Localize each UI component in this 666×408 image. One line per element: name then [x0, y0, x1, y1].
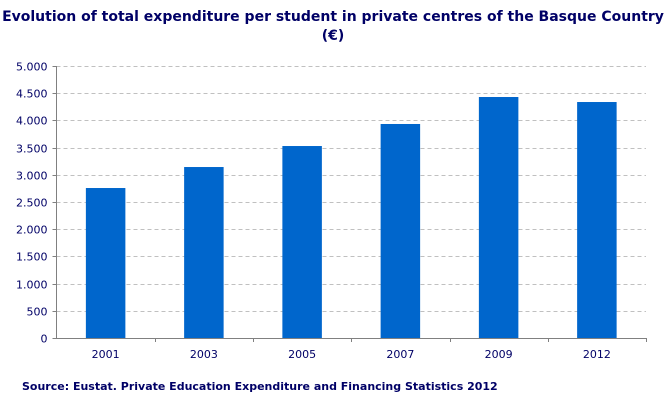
y-tick-label: 1.000	[16, 279, 48, 292]
y-tick-label: 1.500	[16, 251, 48, 264]
y-tick-label: 2.000	[16, 224, 48, 237]
x-tick-label: 2012	[583, 348, 611, 361]
y-tick-label: 5.000	[16, 61, 48, 74]
x-tick-label: 2003	[190, 348, 218, 361]
y-tick-label: 3.500	[16, 143, 48, 156]
x-tick-label: 2009	[485, 348, 513, 361]
bar-2005	[282, 146, 322, 338]
bar-2001	[85, 188, 126, 338]
bar-2009	[478, 97, 519, 339]
source-note: Source: Eustat. Private Education Expend…	[22, 380, 498, 393]
x-tick-label: 2007	[386, 348, 414, 361]
y-tick-label: 2.500	[16, 197, 48, 210]
chart-title: Evolution of total expenditure per stude…	[2, 9, 664, 44]
y-tick-label: 3.000	[16, 170, 48, 183]
y-tick-label: 4.000	[16, 115, 48, 128]
x-tick-label: 2005	[288, 348, 316, 361]
x-tick-label: 2001	[92, 348, 120, 361]
y-tick-label: 4.500	[16, 88, 48, 101]
y-tick-label: 500	[27, 306, 48, 319]
bar-2007	[380, 123, 421, 338]
bar-2012	[577, 102, 617, 338]
y-tick-label: 0	[41, 333, 48, 346]
bar-2003	[184, 167, 224, 338]
